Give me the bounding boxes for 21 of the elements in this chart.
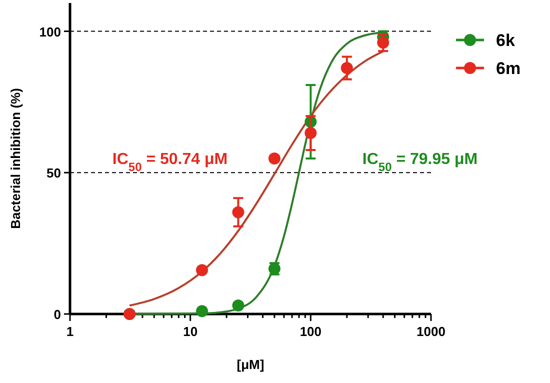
point [377,36,390,49]
point [340,62,353,74]
x-axis-title: [μM] [236,357,264,372]
y-tick-label: 100 [39,24,61,40]
x-tick-label: 100 [300,324,322,339]
point [232,300,244,312]
legend-label: 6m [496,59,521,78]
point [232,206,244,218]
y-tick-label: 50 [46,166,61,181]
annotation: IC$_{50}$ = 79.95 μM [362,151,478,174]
point [196,305,208,318]
x-tick-label: 1 [66,324,74,339]
point [268,152,280,164]
x-tick-label: 1000 [416,324,446,339]
point [304,127,317,140]
legend-label: 6k [496,31,516,50]
y-axis-title: Bacterial inhibition (%) [8,88,23,229]
point [196,264,208,276]
annotation: IC$_{50}$ = 50.74 μM [112,151,228,174]
x-tick-label: 10 [183,324,198,339]
y-tick-label: 0 [54,307,61,322]
